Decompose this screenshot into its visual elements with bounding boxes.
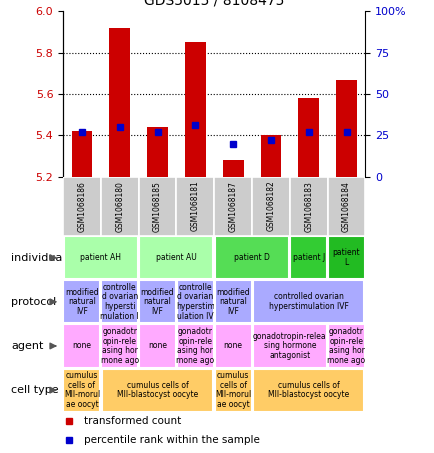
Text: GSM1068184: GSM1068184 (341, 181, 350, 231)
Text: modified
natural
IVF: modified natural IVF (65, 288, 99, 316)
Bar (72, 131, 92, 177)
Bar (335, 80, 356, 177)
Text: protocol: protocol (11, 297, 56, 307)
Text: cumulus
cells of
MII-morul
ae oocyt: cumulus cells of MII-morul ae oocyt (214, 371, 251, 409)
Title: GDS5015 / 8108475: GDS5015 / 8108475 (144, 0, 284, 7)
FancyBboxPatch shape (101, 280, 138, 323)
Text: none: none (223, 342, 242, 351)
FancyBboxPatch shape (64, 236, 138, 280)
Text: GSM1068181: GSM1068181 (191, 181, 199, 231)
FancyBboxPatch shape (252, 324, 326, 368)
Bar (101, 177, 138, 236)
FancyBboxPatch shape (327, 236, 364, 280)
Text: cumulus cells of
MII-blastocyst oocyte: cumulus cells of MII-blastocyst oocyte (117, 381, 198, 400)
Text: none: none (72, 342, 91, 351)
Text: GSM1068187: GSM1068187 (228, 181, 237, 231)
FancyBboxPatch shape (139, 236, 213, 280)
FancyBboxPatch shape (139, 280, 176, 323)
FancyBboxPatch shape (63, 324, 100, 368)
Bar (251, 177, 289, 236)
Text: patient D: patient D (233, 253, 270, 262)
Text: cumulus
cells of
MII-morul
ae oocyt: cumulus cells of MII-morul ae oocyt (64, 371, 100, 409)
Text: gonadotr
opin-rele
asing hor
mone ago: gonadotr opin-rele asing hor mone ago (100, 327, 138, 365)
Text: gonadotr
opin-rele
asing hor
mone ago: gonadotr opin-rele asing hor mone ago (176, 327, 214, 365)
Text: GSM1068183: GSM1068183 (303, 181, 312, 231)
FancyBboxPatch shape (139, 324, 176, 368)
Text: percentile rank within the sample: percentile rank within the sample (84, 435, 260, 445)
FancyBboxPatch shape (214, 280, 251, 323)
Bar (214, 177, 251, 236)
Text: gonadotropin-relea
sing hormone
antagonist: gonadotropin-relea sing hormone antagoni… (253, 332, 326, 360)
Text: gonadotr
opin-rele
asing hor
mone ago: gonadotr opin-rele asing hor mone ago (327, 327, 365, 365)
Bar (327, 177, 365, 236)
Text: agent: agent (11, 341, 44, 351)
FancyBboxPatch shape (214, 236, 289, 280)
Bar (289, 177, 327, 236)
FancyBboxPatch shape (102, 368, 213, 412)
Bar (260, 135, 281, 177)
FancyBboxPatch shape (214, 368, 251, 412)
Text: GSM1068182: GSM1068182 (266, 181, 275, 231)
Text: cell type: cell type (11, 385, 59, 395)
Bar (298, 98, 319, 177)
Text: transformed count: transformed count (84, 416, 181, 426)
Bar (176, 177, 214, 236)
FancyBboxPatch shape (253, 280, 363, 323)
FancyBboxPatch shape (253, 368, 363, 412)
Bar (184, 42, 205, 177)
Bar (147, 127, 168, 177)
FancyBboxPatch shape (63, 280, 100, 323)
Text: patient J: patient J (292, 253, 324, 262)
FancyBboxPatch shape (289, 236, 326, 280)
Text: patient
L: patient L (332, 248, 359, 267)
FancyBboxPatch shape (101, 324, 138, 368)
Text: GSM1068186: GSM1068186 (77, 181, 86, 231)
Text: controlle
d ovarian
hypersti
mulation I: controlle d ovarian hypersti mulation I (100, 283, 139, 321)
FancyBboxPatch shape (63, 368, 100, 412)
Text: controlled ovarian
hyperstimulation IVF: controlled ovarian hyperstimulation IVF (268, 293, 348, 311)
Bar (138, 177, 176, 236)
FancyBboxPatch shape (214, 324, 251, 368)
Text: GSM1068185: GSM1068185 (153, 181, 162, 231)
Bar (222, 160, 243, 177)
FancyBboxPatch shape (327, 324, 364, 368)
Text: patient AU: patient AU (156, 253, 196, 262)
Text: modified
natural
IVF: modified natural IVF (216, 288, 250, 316)
Bar (63, 177, 101, 236)
FancyBboxPatch shape (176, 280, 214, 323)
FancyBboxPatch shape (176, 324, 214, 368)
Text: patient AH: patient AH (80, 253, 121, 262)
Text: none: none (148, 342, 167, 351)
Text: controlle
d ovarian
hyperstim
ulation IV: controlle d ovarian hyperstim ulation IV (175, 283, 214, 321)
Bar (109, 28, 130, 177)
Text: cumulus cells of
MII-blastocyst oocyte: cumulus cells of MII-blastocyst oocyte (267, 381, 349, 400)
Text: individual: individual (11, 253, 66, 263)
Text: GSM1068180: GSM1068180 (115, 181, 124, 231)
Text: modified
natural
IVF: modified natural IVF (141, 288, 174, 316)
